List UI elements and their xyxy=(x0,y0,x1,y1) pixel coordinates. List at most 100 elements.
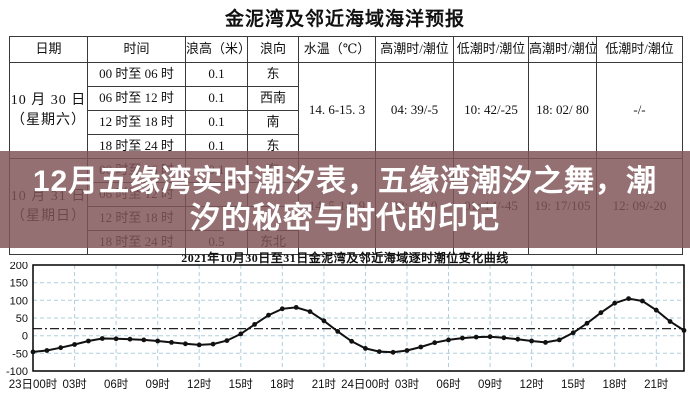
data-point-marker xyxy=(169,340,174,345)
data-point-marker xyxy=(460,335,465,341)
data-point-marker xyxy=(293,305,299,310)
wave-height-cell: 0.1 xyxy=(185,86,248,111)
wave-dir-cell: 南 xyxy=(247,110,299,135)
data-point-marker xyxy=(473,334,479,340)
x-axis-tick-label: 21时 xyxy=(644,378,669,391)
data-point-marker xyxy=(307,309,313,314)
data-point-marker xyxy=(252,322,257,327)
low-tide-1-cell: 10: 42/-25 xyxy=(453,62,529,159)
data-point-marker xyxy=(113,336,119,342)
data-point-marker xyxy=(529,338,534,344)
data-point-marker xyxy=(612,300,618,306)
data-point-marker xyxy=(667,319,673,324)
y-axis-tick-label: 100 xyxy=(10,295,28,307)
data-point-marker xyxy=(681,328,687,333)
table-row: 12 时至 18 时 0.1 南 xyxy=(10,110,683,135)
data-point-marker xyxy=(196,342,202,348)
data-point-marker xyxy=(487,334,493,340)
header-wave-height: 浪高（米） xyxy=(185,36,248,63)
plot-border xyxy=(32,264,685,372)
x-axis-tick-label: 12时 xyxy=(519,378,544,391)
header-high-tide-1: 高潮时/潮位 xyxy=(375,36,454,63)
data-point-marker xyxy=(598,310,604,316)
header-high-tide-2: 高潮时/潮位 xyxy=(528,36,597,63)
data-point-marker xyxy=(224,338,230,343)
high-tide-1-cell: 04: 39/-5 xyxy=(375,62,454,159)
time-cell: 12 时至 18 时 xyxy=(87,110,186,135)
y-axis-tick-label: -50 xyxy=(12,348,28,360)
data-point-marker xyxy=(418,344,424,350)
data-point-marker xyxy=(376,349,382,354)
x-axis-tick-label: 15时 xyxy=(561,378,586,391)
data-point-marker xyxy=(653,307,659,313)
table-header-row: 日期 时间 浪高（米） 浪向 水温（℃） 高潮时/潮位 低潮时/潮位 高潮时/潮… xyxy=(9,36,683,63)
header-wave-dir: 浪向 xyxy=(247,36,299,63)
data-point-marker xyxy=(127,336,133,342)
header-water-temp: 水温（℃） xyxy=(298,36,376,63)
x-axis-tick-label: 09时 xyxy=(146,378,171,391)
data-point-marker xyxy=(390,349,396,355)
data-point-marker xyxy=(363,346,368,351)
table-row: 06 时至 12 时 0.1 西南 xyxy=(10,86,683,111)
low-tide-2-cell: -/- xyxy=(596,62,683,159)
y-axis-tick-label: 200 xyxy=(10,262,28,272)
wave-dir-cell: 东 xyxy=(247,62,299,87)
data-point-marker xyxy=(335,329,341,334)
time-cell: 06 时至 12 时 xyxy=(87,86,186,111)
x-axis-tick-label: 18时 xyxy=(270,378,295,391)
data-point-marker xyxy=(238,331,244,337)
y-axis-tick-label: 150 xyxy=(10,278,28,290)
data-point-marker xyxy=(99,336,105,341)
data-point-marker xyxy=(183,341,188,347)
date-cell: 10 月 30 日 （星期六） xyxy=(9,62,88,159)
x-axis-tick-label: 06时 xyxy=(104,378,129,391)
data-point-marker xyxy=(515,336,521,342)
header-low-tide-1: 低潮时/潮位 xyxy=(453,36,529,63)
x-axis-tick-label: 12时 xyxy=(187,378,212,391)
banner-title-line1: 12月五缘湾实时潮汐表，五缘湾潮汐之舞，潮 xyxy=(32,164,658,198)
data-point-marker xyxy=(141,337,147,343)
x-axis-tick-label: 18时 xyxy=(603,378,628,391)
data-point-marker xyxy=(446,337,451,343)
x-axis-tick-label: 24日00时 xyxy=(341,378,390,391)
data-point-marker xyxy=(30,349,36,355)
header-low-tide-2: 低潮时/潮位 xyxy=(596,36,683,63)
y-axis-tick-label: 50 xyxy=(16,313,28,325)
data-point-marker xyxy=(432,340,438,346)
time-cell: 00 时至 06 时 xyxy=(87,62,186,87)
data-point-marker xyxy=(349,338,354,344)
water-temp-cell: 14. 6-15. 3 xyxy=(298,62,376,159)
data-point-marker xyxy=(404,348,410,353)
x-axis-tick-label: 23日00时 xyxy=(9,378,58,391)
x-axis-tick-label: 06时 xyxy=(436,378,461,391)
data-point-marker xyxy=(58,345,64,351)
high-tide-2-cell: 18: 02/ 80 xyxy=(528,62,597,159)
banner-overlay: 12月五缘湾实时潮汐表，五缘湾潮汐之舞，潮 汐的秘密与时代的印记 xyxy=(0,151,690,248)
data-point-marker xyxy=(640,298,645,304)
data-point-marker xyxy=(210,341,216,347)
x-axis-tick-label: 03时 xyxy=(62,378,87,391)
y-axis-tick-label: -100 xyxy=(6,366,28,378)
data-point-marker xyxy=(86,338,91,344)
wave-height-cell: 0.1 xyxy=(185,62,248,87)
x-axis-tick-label: 21时 xyxy=(312,378,337,391)
data-point-marker xyxy=(570,330,576,336)
page-title: 金泥湾及邻近海域海洋预报 xyxy=(224,9,465,30)
y-axis-tick-label: 0 xyxy=(22,331,28,343)
data-point-marker xyxy=(626,296,631,301)
header-date: 日期 xyxy=(9,36,88,63)
wave-height-cell: 0.1 xyxy=(185,110,248,135)
data-point-marker xyxy=(266,312,271,318)
data-point-marker xyxy=(279,306,285,312)
data-point-marker xyxy=(321,318,327,324)
data-point-marker xyxy=(584,320,590,326)
data-point-marker xyxy=(155,338,161,344)
data-point-marker xyxy=(44,348,50,353)
banner-title-line2: 汐的秘密与时代的印记 xyxy=(190,201,500,235)
x-axis-tick-label: 09时 xyxy=(478,378,503,391)
data-point-marker xyxy=(543,340,548,345)
table-row: 10 月 30 日 （星期六） 00 时至 06 时 0.1 东 14. 6-1… xyxy=(9,62,683,159)
data-point-marker xyxy=(556,337,562,343)
header-time: 时间 xyxy=(87,36,186,63)
